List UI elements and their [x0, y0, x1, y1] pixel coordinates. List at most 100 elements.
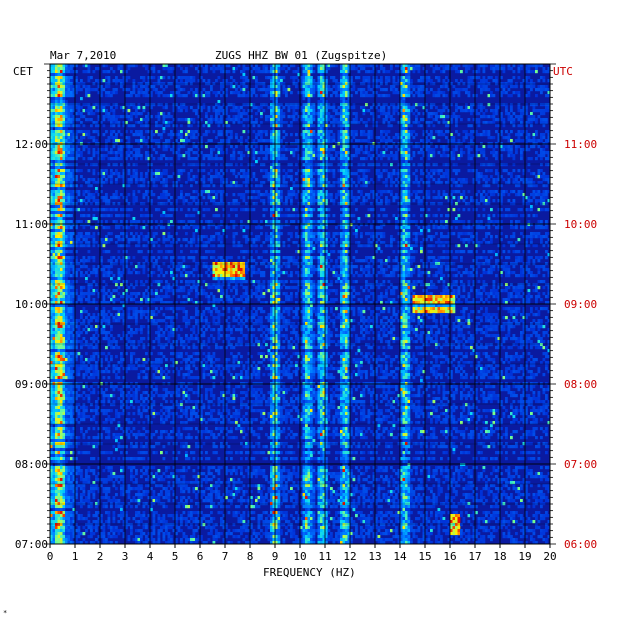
spectrogram-cell: [300, 82, 303, 86]
spectrogram-cell: [345, 121, 348, 125]
spectrogram-cell: [227, 130, 231, 134]
spectrogram-cell: [320, 115, 323, 119]
spectrogram-cell: [445, 136, 448, 140]
spectrogram-cell: [85, 64, 88, 68]
spectrogram-cell: [430, 148, 433, 152]
spectrogram-cell: [212, 184, 216, 188]
spectrogram-cell: [475, 199, 478, 203]
spectrogram-cell: [80, 112, 83, 116]
spectrogram-cell: [222, 70, 226, 74]
spectrogram-cell: [80, 136, 83, 140]
spectrogram-cell: [70, 139, 73, 143]
spectrogram-cell: [445, 67, 448, 71]
spectrogram-cell: [65, 172, 68, 176]
spectrogram-cell: [57, 70, 61, 74]
spectrogram-cell: [185, 118, 188, 122]
spectrogram-cell: [152, 178, 156, 182]
spectrogram-cell: [362, 106, 366, 110]
spectrogram-cell: [425, 139, 428, 143]
spectrogram-cell: [115, 118, 118, 122]
spectrogram-cell: [222, 151, 226, 155]
spectrogram-cell: [82, 133, 86, 137]
spectrogram-cell: [317, 91, 321, 95]
spectrogram-cell: [407, 70, 411, 74]
spectrogram-cell: [157, 178, 161, 182]
spectrogram-cell: [122, 178, 126, 182]
spectrogram-cell: [255, 70, 258, 74]
spectrogram-cell: [322, 193, 326, 197]
spectrogram-cell: [400, 97, 403, 101]
spectrogram-cell: [270, 130, 273, 134]
spectrogram-cell: [217, 109, 221, 113]
spectrogram-cell: [407, 91, 411, 95]
spectrogram-cell: [427, 184, 431, 188]
spectrogram-cell: [232, 118, 236, 122]
spectrogram-cell: [375, 193, 378, 197]
spectrogram-cell: [305, 121, 308, 125]
spectrogram-cell: [307, 199, 311, 203]
spectrogram-cell: [320, 103, 323, 107]
spectrogram-cell: [57, 64, 61, 68]
spectrogram-cell: [242, 88, 246, 92]
spectrogram-cell: [420, 202, 423, 206]
spectrogram-cell: [427, 79, 431, 83]
spectrogram-cell: [507, 199, 511, 203]
right-timezone-label: UTC: [553, 65, 573, 78]
spectrogram-cell: [302, 73, 306, 77]
spectrogram-cell: [307, 91, 311, 95]
spectrogram-cell: [402, 190, 406, 194]
spectrogram-cell: [275, 193, 278, 197]
spectrogram-cell: [527, 184, 531, 188]
spectrogram-cell: [265, 70, 268, 74]
spectrogram-cell: [302, 124, 306, 128]
spectrogram-cell: [380, 136, 383, 140]
spectrogram-cell: [312, 88, 316, 92]
spectrogram-cell: [75, 88, 78, 92]
spectrogram-cell: [327, 118, 331, 122]
spectrogram-cell: [387, 106, 391, 110]
spectrogram-cell: [50, 211, 53, 215]
spectrogram-cell: [245, 184, 248, 188]
spectrogram-cell: [142, 214, 146, 218]
spectrogram-cell: [90, 163, 93, 167]
spectrogram-cell: [282, 181, 286, 185]
spectrogram-cell: [147, 88, 151, 92]
spectrogram-cell: [140, 124, 143, 128]
spectrogram-cell: [130, 178, 133, 182]
spectrogram-cell: [182, 82, 186, 86]
spectrogram-cell: [282, 82, 286, 86]
spectrogram-cell: [510, 139, 513, 143]
spectrogram-cell: [155, 169, 158, 173]
spectrogram-cell: [92, 181, 96, 185]
spectrogram-cell: [402, 109, 406, 113]
spectrogram-cell: [405, 127, 408, 131]
spectrogram-cell: [520, 157, 523, 161]
spectrogram-cell: [232, 154, 236, 158]
spectrogram-cell: [312, 148, 316, 152]
spectrogram-cell: [167, 199, 171, 203]
spectrogram-cell: [335, 109, 338, 113]
spectrogram-cell: [545, 190, 548, 194]
spectrogram-cell: [200, 163, 203, 167]
spectrogram-cell: [455, 169, 458, 173]
spectrogram-cell: [152, 157, 156, 161]
spectrogram-cell: [122, 214, 126, 218]
spectrogram-cell: [340, 145, 343, 149]
spectrogram-cell: [50, 88, 53, 92]
spectrogram-cell: [147, 151, 151, 155]
spectrogram-cell: [342, 124, 346, 128]
spectrogram-cell: [67, 157, 71, 161]
spectrogram-cell: [492, 70, 496, 74]
spectrogram-cell: [427, 154, 431, 158]
spectrogram-cell: [60, 124, 63, 128]
spectrogram-cell: [402, 127, 406, 131]
spectrogram-cell: [340, 148, 343, 152]
spectrogram-cell: [340, 88, 343, 92]
spectrogram-cell: [510, 118, 513, 122]
spectrogram-cell: [427, 145, 431, 149]
spectrogram-cell: [217, 202, 221, 206]
spectrogram-cell: [105, 130, 108, 134]
spectrogram-cell: [532, 85, 536, 89]
spectrogram-cell: [390, 139, 393, 143]
